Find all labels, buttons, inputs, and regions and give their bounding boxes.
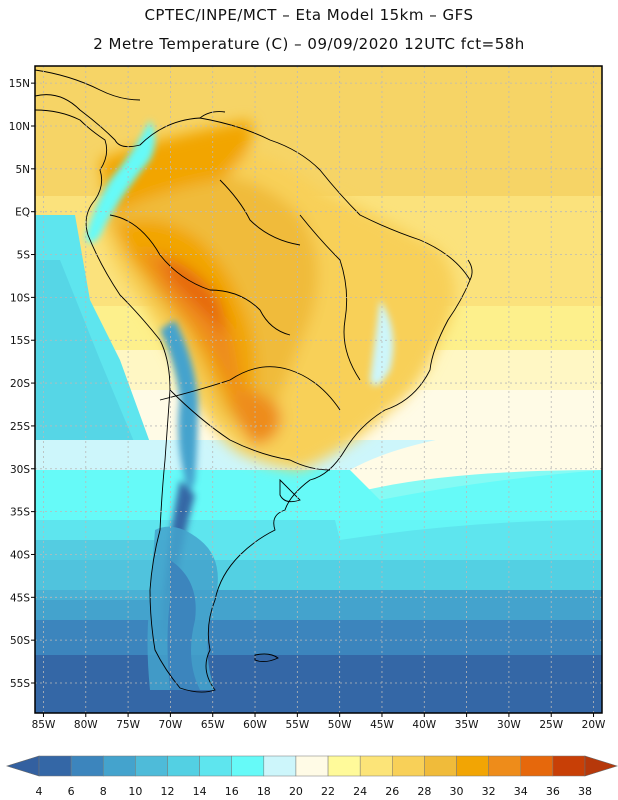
coastlines: [35, 69, 473, 693]
longitude-tick-label: 60W: [243, 719, 267, 731]
colorbar-label: 34: [514, 785, 528, 798]
latitude-tick-label: 35S: [10, 507, 30, 519]
latitude-tick-label: 30S: [10, 464, 30, 476]
colorbar-swatch: [520, 755, 554, 777]
longitude-tick-label: 70W: [159, 719, 183, 731]
colorbar-label: 22: [321, 785, 335, 798]
latitude-tick-label: 55S: [10, 678, 30, 690]
latitude-tick-label: 10N: [9, 121, 30, 133]
colorbar-swatch: [456, 755, 489, 777]
latitude-axis: 15N 10N 5N EQ 5S 10S 15S 20S 25S 30S 35S 40S 45S 50S 5…: [9, 78, 35, 690]
colorbar-label: 16: [225, 785, 239, 798]
longitude-tick-label: 45W: [370, 719, 394, 731]
longitude-tick-label: 40W: [412, 719, 436, 731]
colorbar-label: 14: [193, 785, 207, 798]
colorbar-label: 26: [385, 785, 399, 798]
colorbar-label: 38: [578, 785, 592, 798]
latitude-tick-label: 50S: [10, 635, 30, 647]
longitude-tick-label: 35W: [455, 719, 479, 731]
longitude-tick-label: 20W: [582, 719, 606, 731]
longitude-tick-label: 55W: [285, 719, 309, 731]
latitude-tick-label: EQ: [15, 207, 30, 219]
colorbar-swatch: [70, 755, 104, 777]
colorbar-label: 4: [36, 785, 43, 798]
temperature-field: [35, 66, 602, 713]
colorbar-label: 18: [257, 785, 271, 798]
longitude-tick-label: 25W: [539, 719, 563, 731]
colorbar-max-arrow: [584, 755, 618, 777]
latitude-tick-label: 5N: [15, 164, 30, 176]
colorbar-label: 30: [450, 785, 464, 798]
map-frame: [34, 65, 603, 714]
colorbar-swatch: [327, 755, 361, 777]
latitude-tick-label: 15S: [10, 335, 30, 347]
latitude-tick-label: 10S: [10, 292, 30, 304]
colorbar-labels: 4 6 8 10 12 14 16 18 20 22 24 26 28 30 32 34 36 38: [36, 785, 593, 798]
longitude-tick-label: 50W: [328, 719, 352, 731]
latitude-tick-label: 20S: [10, 378, 30, 390]
latitude-tick-label: 25S: [10, 421, 30, 433]
colorbar-label: 28: [417, 785, 431, 798]
longitude-axis: 85W 80W 75W 70W 65W 60W 55W 50W 45W 40W 35W 30W 25W 2…: [32, 713, 606, 731]
longitude-tick-label: 80W: [74, 719, 98, 731]
colorbar-swatch: [392, 755, 425, 777]
chart-subtitle: 2 Metre Temperature (C) – 09/09/2020 12U…: [93, 35, 525, 53]
colorbar-swatch: [359, 755, 393, 777]
chart-title: CPTEC/INPE/MCT – Eta Model 15km – GFS: [144, 6, 474, 24]
colorbar-label: 6: [68, 785, 75, 798]
colorbar-label: 24: [353, 785, 367, 798]
colorbar-swatch: [135, 755, 168, 777]
longitude-tick-label: 75W: [116, 719, 140, 731]
latitude-tick-label: 15N: [9, 78, 30, 90]
colorbar-swatch: [488, 755, 522, 777]
colorbar-label: 10: [128, 785, 142, 798]
latitude-tick-label: 45S: [10, 592, 30, 604]
colorbar-min-arrow: [5, 755, 40, 777]
latitude-tick-label: 5S: [17, 250, 31, 262]
colorbar-swatch: [38, 755, 72, 777]
colorbar-swatch: [199, 755, 232, 777]
latitude-tick-label: 40S: [10, 549, 30, 561]
colorbar-swatch: [424, 755, 457, 777]
colorbar-label: 36: [546, 785, 560, 798]
colorbar-label: 8: [100, 785, 107, 798]
colorbar-swatch: [263, 755, 297, 777]
colorbar-swatch: [295, 755, 329, 777]
colorbar-label: 32: [482, 785, 496, 798]
longitude-tick-label: 85W: [32, 719, 56, 731]
colorbar-label: 12: [160, 785, 174, 798]
colorbar-swatch: [552, 755, 586, 777]
colorbar: [5, 755, 618, 777]
colorbar-label: 20: [289, 785, 303, 798]
colorbar-swatch: [102, 755, 136, 777]
longitude-tick-label: 30W: [497, 719, 521, 731]
colorbar-swatch: [231, 755, 265, 777]
colorbar-swatch: [167, 755, 200, 777]
longitude-tick-label: 65W: [201, 719, 225, 731]
